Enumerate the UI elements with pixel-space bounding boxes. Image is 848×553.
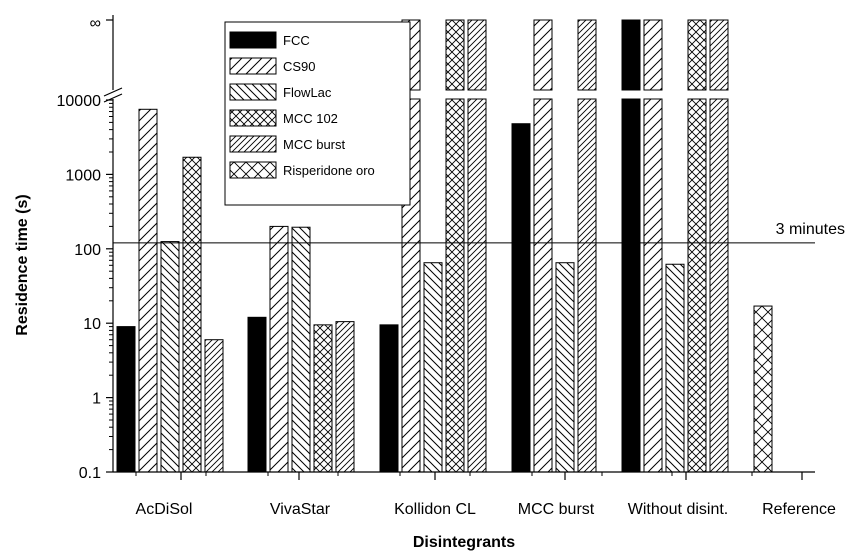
bars-layer (116, 19, 773, 473)
legend-swatch-mcc-burst (229, 135, 277, 153)
legend: FCC CS90 FlowLac MCC 102 MCC burst Risperidon… (224, 21, 411, 206)
bar-acdisol-mcc-102 (182, 156, 202, 473)
axes-layer: 0.1 1 10 100 1000 10000 ∞ AcDiSol VivaStar Kollid… (57, 15, 836, 518)
bar-without-disint-mcc-burst (709, 98, 729, 473)
legend-swatch-mcc-102 (229, 109, 277, 127)
bar-mcc-burst-cs90-upper (533, 19, 553, 91)
y-tick-label: 10000 (57, 93, 102, 110)
bar-kollidon-cl-fcc (379, 324, 399, 473)
x-category-label-acdisol: AcDiSol (136, 501, 193, 518)
x-category-label-vivastar: VivaStar (270, 501, 331, 518)
bar-kollidon-cl-mcc-102-upper (445, 19, 465, 91)
bar-vivastar-mcc-burst (335, 321, 355, 473)
bar-kollidon-cl-mcc-burst-upper (467, 19, 487, 91)
y-tick-label: 10 (83, 316, 101, 333)
legend-label-fcc: FCC (283, 33, 310, 48)
bar-mcc-burst-fcc (511, 123, 531, 473)
bar-mcc-burst-flowlac (555, 262, 575, 473)
x-category-label-without-disint: Without disint. (628, 501, 728, 518)
reference-line-label: 3 minutes (776, 221, 845, 238)
legend-label-cs90: CS90 (283, 59, 316, 74)
bar-vivastar-cs90 (269, 225, 289, 473)
y-axis-title: Residence time (s) (14, 194, 31, 335)
bar-without-disint-mcc-102 (687, 98, 707, 473)
x-category-label-mcc-burst: MCC burst (518, 501, 595, 518)
bar-without-disint-mcc-burst-upper (709, 19, 729, 91)
bar-acdisol-flowlac (160, 241, 180, 473)
bar-mcc-burst-mcc-burst-upper (577, 19, 597, 91)
bar-without-disint-mcc-102-upper (687, 19, 707, 91)
bar-vivastar-fcc (247, 316, 267, 473)
legend-label-risperidone-oro: Risperidone oro (283, 163, 375, 178)
bar-acdisol-cs90 (138, 108, 158, 473)
bar-acdisol-mcc-burst (204, 339, 224, 473)
bar-without-disint-cs90 (643, 98, 663, 473)
x-category-label-reference: Reference (762, 501, 836, 518)
y-tick-label: 1 (92, 391, 101, 408)
bar-vivastar-mcc-102 (313, 324, 333, 473)
legend-label-mcc-burst: MCC burst (283, 137, 346, 152)
bar-kollidon-cl-mcc-102 (445, 98, 465, 473)
bar-vivastar-flowlac (291, 226, 311, 473)
bar-kollidon-cl-mcc-burst (467, 98, 487, 473)
bar-reference-risperidone-oro (753, 305, 773, 473)
legend-swatch-flowlac (229, 83, 277, 101)
bar-without-disint-fcc (621, 98, 641, 473)
legend-label-flowlac: FlowLac (283, 85, 332, 100)
y-tick-label-infinity: ∞ (90, 15, 101, 32)
bar-mcc-burst-cs90 (533, 98, 553, 473)
y-tick-label: 100 (74, 242, 101, 259)
x-category-label-kollidon-cl: Kollidon CL (394, 501, 476, 518)
bar-without-disint-cs90-upper (643, 19, 663, 91)
legend-label-mcc-102: MCC 102 (283, 111, 338, 126)
legend-swatch-risperidone-oro (229, 161, 277, 179)
axis-break-mark (103, 87, 123, 103)
y-tick-label: 0.1 (79, 465, 101, 482)
y-tick-label: 1000 (65, 167, 101, 184)
bar-acdisol-fcc (116, 326, 136, 473)
bar-mcc-burst-mcc-burst (577, 98, 597, 473)
x-axis-title: Disintegrants (413, 534, 515, 551)
bar-kollidon-cl-flowlac (423, 262, 443, 473)
legend-swatch-fcc (229, 31, 277, 49)
legend-swatch-cs90 (229, 57, 277, 75)
bar-without-disint-flowlac (665, 263, 685, 473)
bar-without-disint-fcc-upper (621, 19, 641, 91)
